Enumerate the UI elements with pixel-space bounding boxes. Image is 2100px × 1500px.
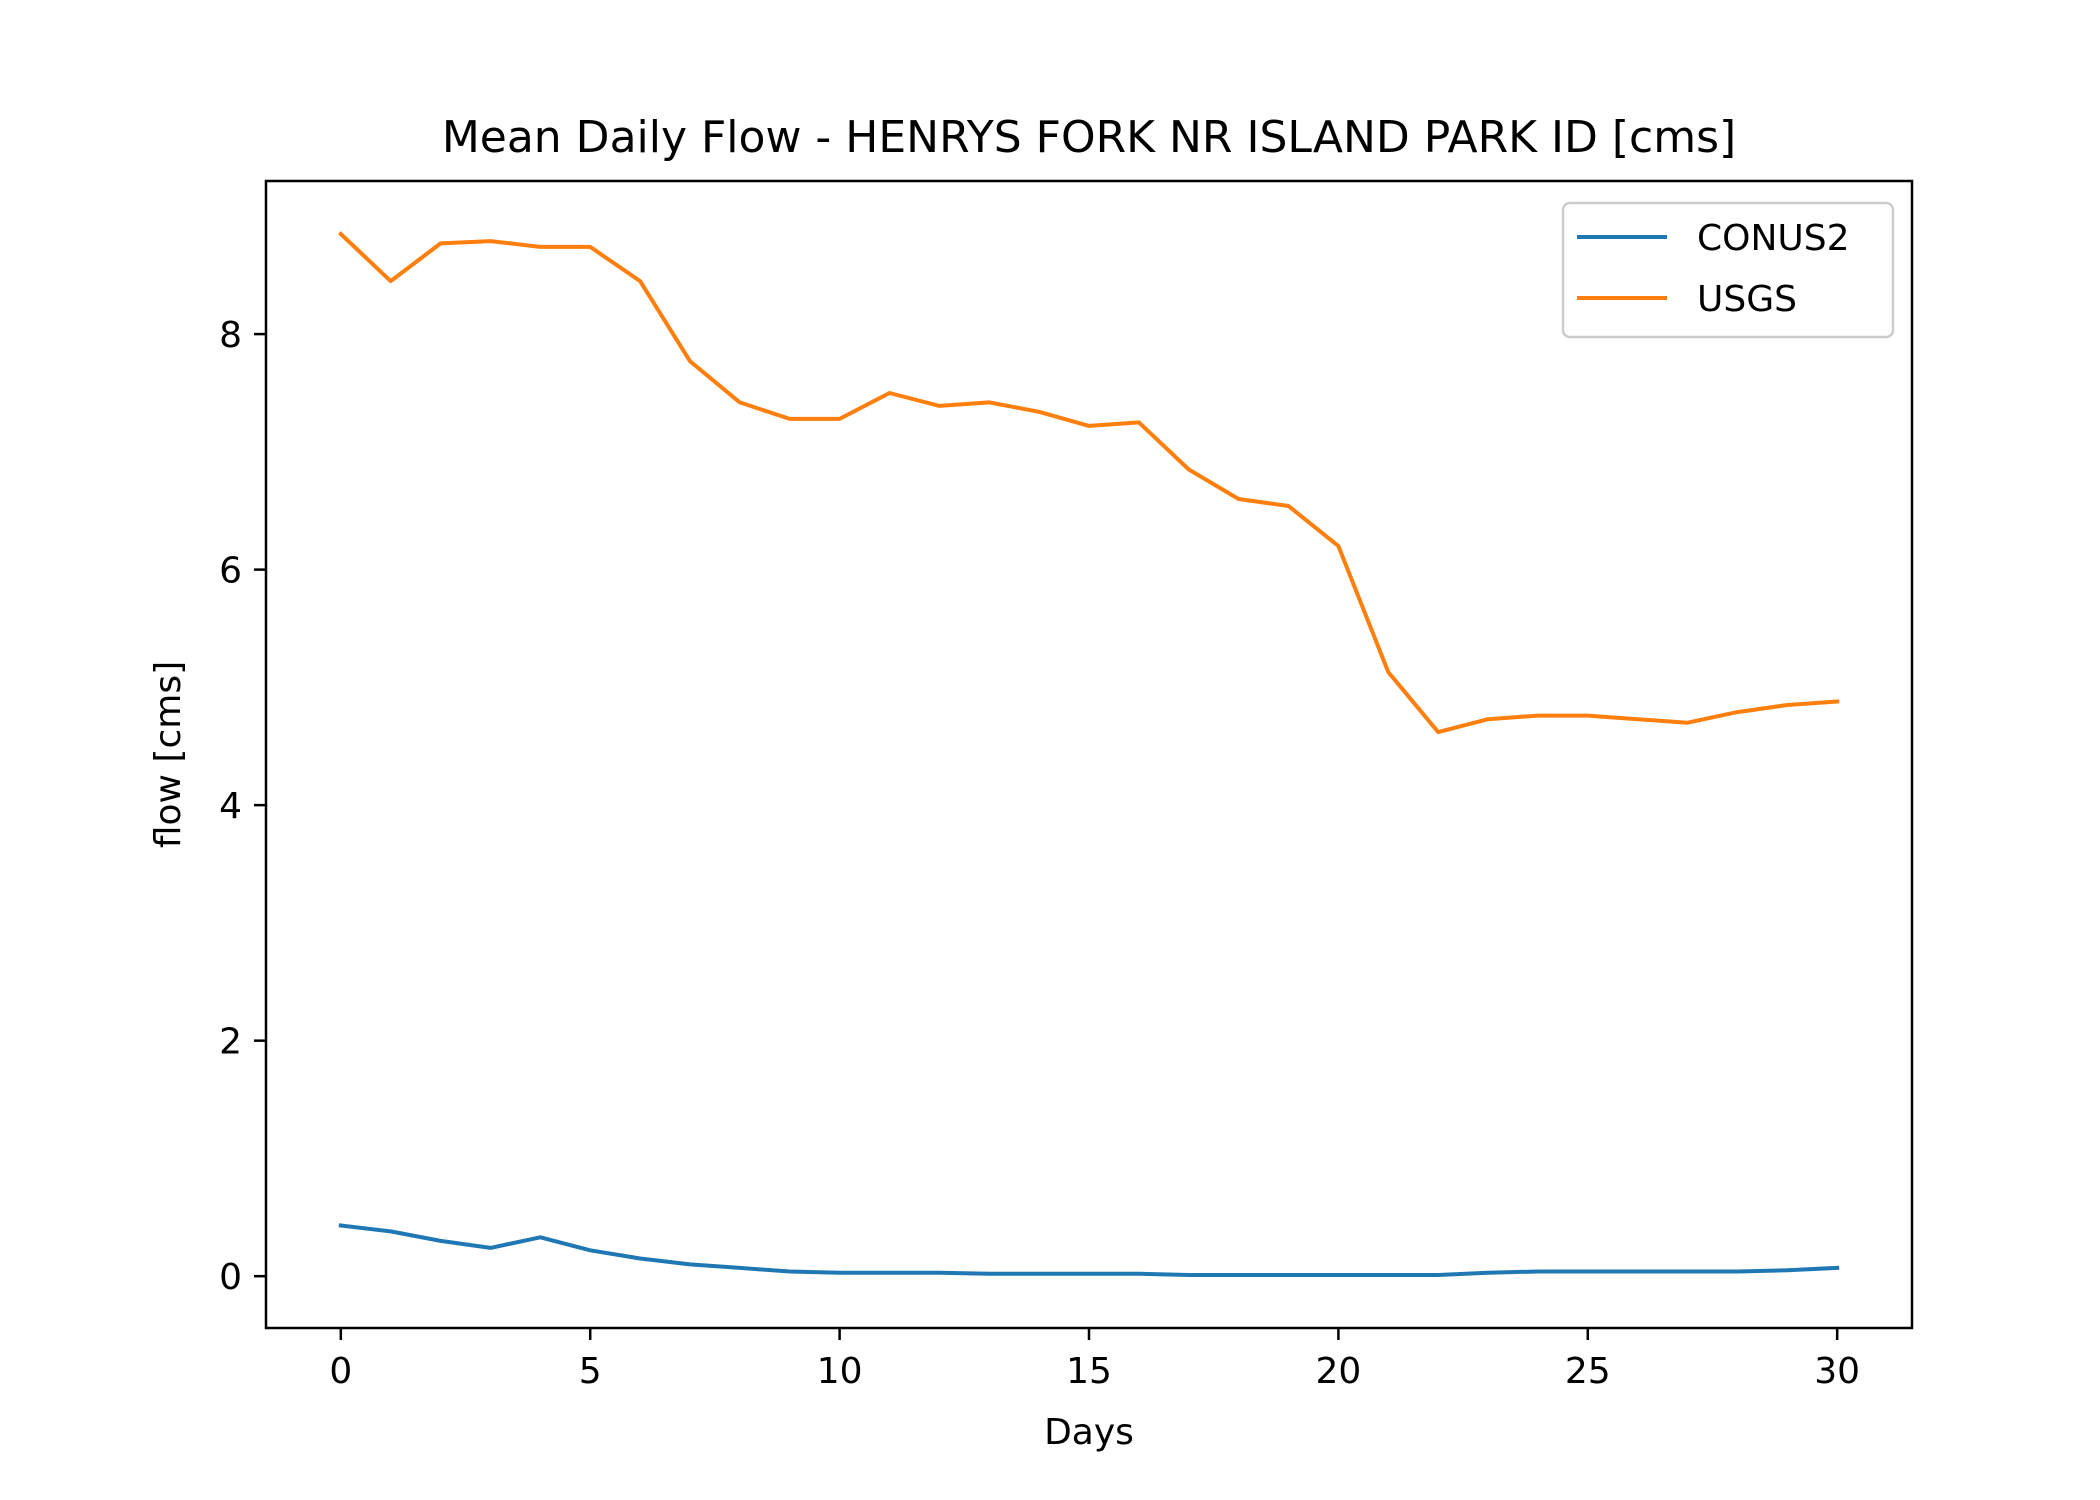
x-tick-label: 30 (1814, 1351, 1860, 1392)
x-tick-label: 15 (1066, 1351, 1112, 1392)
y-tick-label: 6 (219, 551, 242, 592)
series-line-conus2 (338, 1223, 1840, 1277)
legend: CONUS2 USGS (1561, 201, 1895, 339)
x-tick-label: 0 (329, 1351, 352, 1392)
x-axis: 0 5 10 15 20 25 30 (329, 1328, 1860, 1392)
y-axis: 0 2 4 6 8 (219, 315, 266, 1298)
y-tick-label: 0 (219, 1257, 242, 1298)
x-axis-label: Days (1044, 1412, 1134, 1453)
legend-label-usgs: USGS (1697, 279, 1797, 320)
y-tick-label: 2 (219, 1022, 242, 1063)
chart-title: Mean Daily Flow - HENRYS FORK NR ISLAND … (442, 112, 1736, 163)
legend-label-conus2: CONUS2 (1697, 218, 1850, 259)
x-tick-label: 5 (579, 1351, 602, 1392)
x-tick-label: 20 (1315, 1351, 1361, 1392)
series-line-usgs (337, 231, 1840, 735)
y-tick-label: 4 (219, 786, 242, 827)
x-tick-label: 10 (817, 1351, 863, 1392)
y-tick-label: 8 (219, 315, 242, 356)
series-layer (337, 231, 1840, 1277)
x-tick-label: 25 (1565, 1351, 1611, 1392)
y-axis-label: flow [cms] (148, 661, 189, 848)
